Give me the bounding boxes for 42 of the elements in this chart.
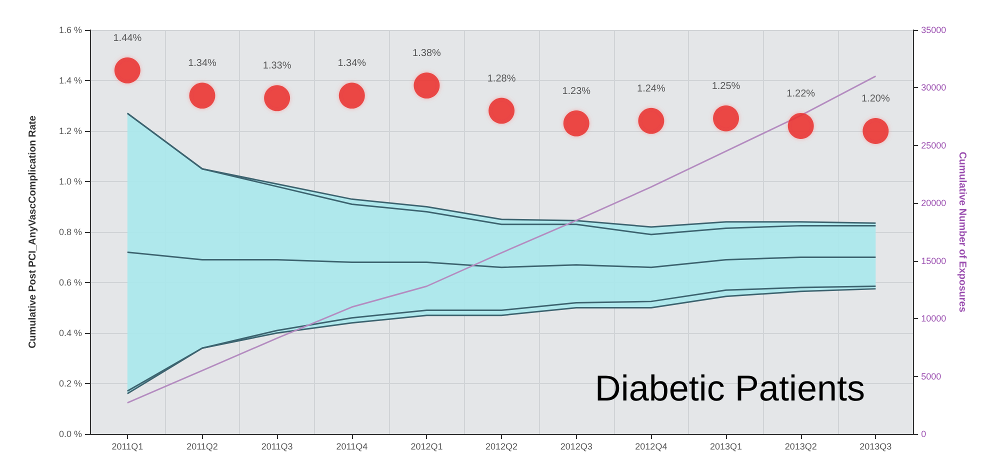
x-tick-label: 2012Q4 <box>635 442 668 452</box>
x-tick-label: 2012Q1 <box>410 442 443 452</box>
x-tick-label: 2013Q3 <box>860 442 892 452</box>
y2-tick-label: 30000 <box>921 82 946 93</box>
data-label: 1.24% <box>637 83 666 94</box>
x-tick-label: 2013Q2 <box>784 442 817 452</box>
data-label: 1.38% <box>412 48 441 60</box>
x-tick-label: 2011Q1 <box>112 442 144 452</box>
x-tick-label: 2011Q2 <box>186 442 218 452</box>
x-tick-label: 2012Q3 <box>560 442 592 452</box>
data-label: 1.22% <box>786 88 816 100</box>
y2-tick-label: 10000 <box>921 314 946 324</box>
y2-tick-label: 35000 <box>921 25 946 35</box>
data-label: 1.28% <box>487 73 516 84</box>
x-tick-label: 2011Q4 <box>336 442 368 452</box>
y2-tick-label: 15000 <box>921 256 946 266</box>
y-tick-label: 0.4 % <box>58 328 82 338</box>
annotation: Diabetic Patients <box>594 368 865 408</box>
data-label: 1.34% <box>338 58 366 70</box>
y2-axis-title: Cumulative Number of Exposures <box>956 152 968 313</box>
y-tick-label: 0.8 % <box>58 227 82 237</box>
y2-tick-label: 0 <box>921 429 926 439</box>
y-tick-label: 1.4 % <box>58 76 82 86</box>
y-tick-label: 1.0 % <box>58 176 82 186</box>
y-tick-label: 0.0 % <box>58 429 82 439</box>
y2-tick-label: 20000 <box>921 198 946 208</box>
data-label: 1.44% <box>113 32 142 44</box>
data-label: 1.33% <box>262 60 292 72</box>
y-tick-label: 1.6 % <box>58 25 82 35</box>
x-tick-label: 2012Q2 <box>486 442 518 452</box>
y-tick-label: 1.2 % <box>58 126 82 136</box>
y2-tick-label: 25000 <box>921 140 946 150</box>
data-label: 1.25% <box>712 80 740 92</box>
data-label: 1.34% <box>188 58 217 70</box>
x-tick-label: 2011Q3 <box>261 442 293 452</box>
y-tick-label: 0.6 % <box>58 278 82 288</box>
data-label: 1.20% <box>861 94 890 104</box>
y-axis-title: Cumulative Post PCI_AnyVascComplication Rate <box>28 115 38 348</box>
data-label: 1.23% <box>562 86 591 97</box>
y2-tick-label: 5000 <box>921 371 942 382</box>
x-tick-label: 2013Q1 <box>710 442 742 452</box>
y-tick-label: 0.2 % <box>58 378 82 388</box>
